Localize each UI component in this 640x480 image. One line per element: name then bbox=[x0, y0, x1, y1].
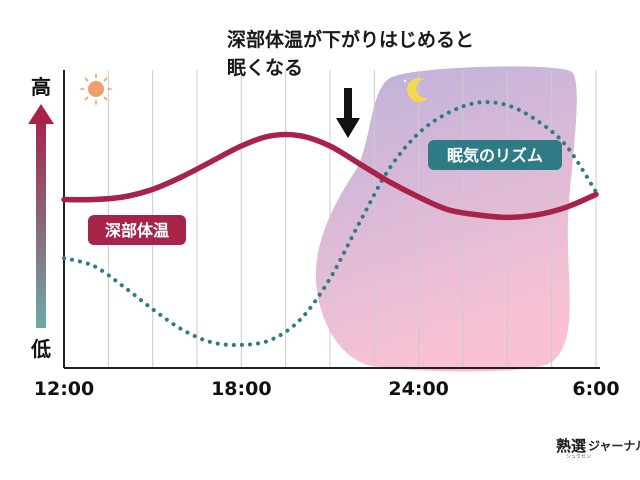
brand-logo: 熟選 シュクセン ジャーナル bbox=[556, 437, 640, 460]
x-tick-labels: 12:00 18:00 24:00 6:00 bbox=[34, 378, 620, 400]
series-sleepiness-line bbox=[62, 100, 598, 348]
night-band bbox=[315, 66, 577, 372]
chart-title-line-1: 深部体温が下がりはじめると bbox=[227, 28, 474, 51]
down-arrow-icon bbox=[336, 88, 360, 138]
svg-text:熟選: 熟選 bbox=[556, 437, 586, 455]
x-tick-label: 24:00 bbox=[388, 378, 448, 400]
x-tick-label: 6:00 bbox=[572, 378, 619, 400]
y-scale-arrow bbox=[28, 104, 54, 328]
svg-text:シュクセン: シュクセン bbox=[566, 454, 591, 460]
series-core-temperature-line bbox=[61, 131, 599, 221]
svg-text:眠気のリズム: 眠気のリズム bbox=[447, 146, 543, 165]
y-axis-bottom-label: 低 bbox=[30, 337, 51, 361]
sun-icon bbox=[80, 73, 112, 105]
legend-core-temperature: 深部体温 bbox=[88, 215, 186, 245]
svg-text:深部体温: 深部体温 bbox=[105, 221, 169, 240]
moon-icon bbox=[403, 77, 428, 102]
x-tick-label: 18:00 bbox=[211, 378, 271, 400]
x-tick-label: 12:00 bbox=[34, 378, 94, 400]
vertical-grid bbox=[107, 70, 597, 368]
legend-sleepiness: 眠気のリズム bbox=[428, 140, 562, 170]
svg-text:ジャーナル: ジャーナル bbox=[588, 439, 640, 453]
y-axis-top-label: 高 bbox=[31, 75, 51, 99]
chart-title-line-2: 眠くなる bbox=[227, 57, 303, 79]
